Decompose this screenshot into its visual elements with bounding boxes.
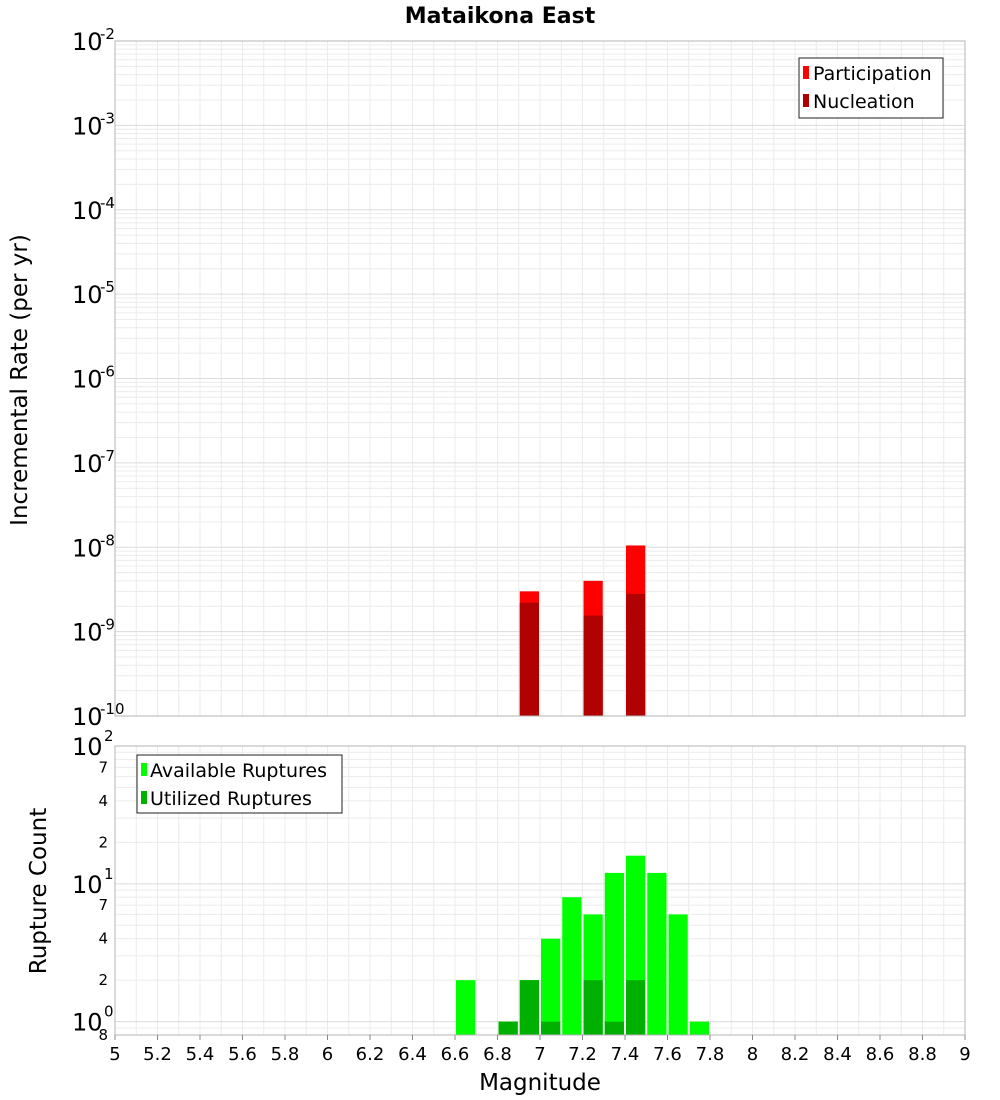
x-tick-label: 6: [322, 1044, 333, 1065]
available-bar: [541, 938, 561, 1035]
x-tick-label: 7.8: [696, 1044, 725, 1065]
rate-y-axis-label: Incremental Rate (per yr): [7, 234, 33, 526]
x-tick-label: 9: [959, 1044, 970, 1065]
rate-legend: Participation Nucleation: [798, 57, 944, 119]
x-tick-label: 6.4: [398, 1044, 427, 1065]
x-tick-labels: 5 5.2 5.4 5.6 5.8 6 6.2 6.4 6.6 6.8 7 7.2 7.4 7.6 7.8 8…: [109, 1035, 971, 1065]
rate-y-tick-label: 10: [72, 534, 103, 562]
x-tick-label: 6.8: [483, 1044, 512, 1065]
rate-y-tick-label: 10: [72, 366, 103, 394]
rate-panel: 10-210-310-410-510-610-710-810-910-10 In…: [7, 25, 966, 731]
count-y-tick-exponent: 0: [104, 1003, 114, 1021]
count-y-axis-label: Rupture Count: [26, 808, 52, 974]
x-tick-label: 8.4: [823, 1044, 852, 1065]
x-tick-label: 5.4: [186, 1044, 215, 1065]
rate-bars: [519, 545, 646, 716]
rate-y-tick-label: 10: [72, 112, 103, 140]
count-y-tick-label: 10: [72, 733, 103, 761]
utilized-bar: [626, 980, 646, 1035]
rate-y-tick-exponent: -8: [100, 531, 115, 549]
available-bar: [647, 872, 667, 1035]
rate-y-tick-exponent: -6: [100, 363, 115, 381]
count-y-minor-tick-label: 4: [98, 792, 108, 810]
x-tick-label: 8: [747, 1044, 758, 1065]
rate-y-ticks: 10-210-310-410-510-610-710-810-910-10: [72, 25, 125, 731]
utilized-bar: [583, 980, 603, 1035]
rate-y-tick-label: 10: [72, 281, 103, 309]
count-y-minor-tick-label: 8: [98, 1026, 108, 1044]
rate-y-tick-label: 10: [72, 197, 103, 225]
count-y-minor-tick-label: 7: [98, 758, 108, 776]
x-tick-label: 5: [109, 1044, 120, 1065]
utilized-legend-swatch: [141, 791, 147, 804]
utilized-legend-label: Utilized Ruptures: [150, 788, 312, 810]
participation-legend-label: Participation: [813, 63, 932, 85]
x-tick-label: 6.2: [356, 1044, 385, 1065]
available-legend-label: Available Ruptures: [150, 760, 327, 782]
utilized-bar: [498, 1021, 518, 1035]
rate-y-tick-exponent: -10: [100, 700, 125, 718]
x-tick-label: 5.8: [271, 1044, 300, 1065]
rate-y-tick-exponent: -4: [100, 194, 115, 212]
x-axis-label: Magnitude: [479, 1070, 601, 1096]
x-tick-label: 6.6: [441, 1044, 470, 1065]
count-y-tick-label: 10: [72, 1009, 103, 1037]
x-tick-label: 7: [534, 1044, 545, 1065]
utilized-bar: [519, 980, 539, 1035]
x-tick-label: 7.2: [568, 1044, 597, 1065]
x-tick-label: 8.2: [781, 1044, 810, 1065]
rate-y-tick-exponent: -7: [100, 447, 115, 465]
count-y-minor-tick-label: 4: [98, 930, 108, 948]
rate-y-tick-exponent: -2: [100, 25, 115, 43]
nucleation-bar: [519, 602, 539, 716]
nucleation-bar: [583, 615, 603, 716]
count-bars: [456, 855, 709, 1035]
count-legend-box: [136, 754, 343, 814]
count-y-tick-label: 10: [72, 871, 103, 899]
utilized-bar: [541, 1021, 561, 1035]
count-y-minor-tick-label: 2: [98, 833, 108, 851]
rate-legend-box: [798, 57, 944, 119]
available-bar: [456, 980, 476, 1035]
available-bar: [689, 1021, 709, 1035]
available-bar: [562, 897, 582, 1035]
rate-y-tick-exponent: -5: [100, 278, 115, 296]
count-y-minor-tick-label: 2: [98, 971, 108, 989]
chart-title: Mataikona East: [405, 4, 596, 29]
rate-y-tick-label: 10: [72, 28, 103, 56]
rate-grid: [115, 41, 966, 716]
x-tick-label: 8.8: [908, 1044, 937, 1065]
nucleation-bar: [626, 593, 646, 716]
x-tick-label: 7.6: [653, 1044, 682, 1065]
x-tick-label: 5.2: [143, 1044, 172, 1065]
count-y-minor-tick-label: 7: [98, 896, 108, 914]
rate-y-tick-label: 10: [72, 703, 103, 731]
count-y-tick-exponent: 2: [104, 727, 114, 745]
count-y-tick-exponent: 1: [104, 865, 114, 883]
participation-legend-swatch: [803, 66, 809, 79]
x-tick-label: 7.4: [611, 1044, 640, 1065]
rate-y-tick-exponent: -9: [100, 616, 115, 634]
available-bar: [668, 914, 688, 1035]
rate-plot-frame: [114, 40, 966, 717]
x-tick-label: 8.6: [866, 1044, 895, 1065]
available-legend-swatch: [141, 763, 147, 776]
rate-y-tick-label: 10: [72, 450, 103, 478]
count-legend: Available Ruptures Utilized Ruptures: [136, 754, 343, 814]
x-tick-label: 5.6: [228, 1044, 257, 1065]
rate-y-tick-exponent: -3: [100, 109, 115, 127]
nucleation-legend-swatch: [803, 94, 809, 107]
available-bar: [604, 872, 624, 1035]
nucleation-legend-label: Nucleation: [813, 91, 915, 113]
utilized-bar: [604, 1021, 624, 1035]
rate-y-tick-label: 10: [72, 619, 103, 647]
